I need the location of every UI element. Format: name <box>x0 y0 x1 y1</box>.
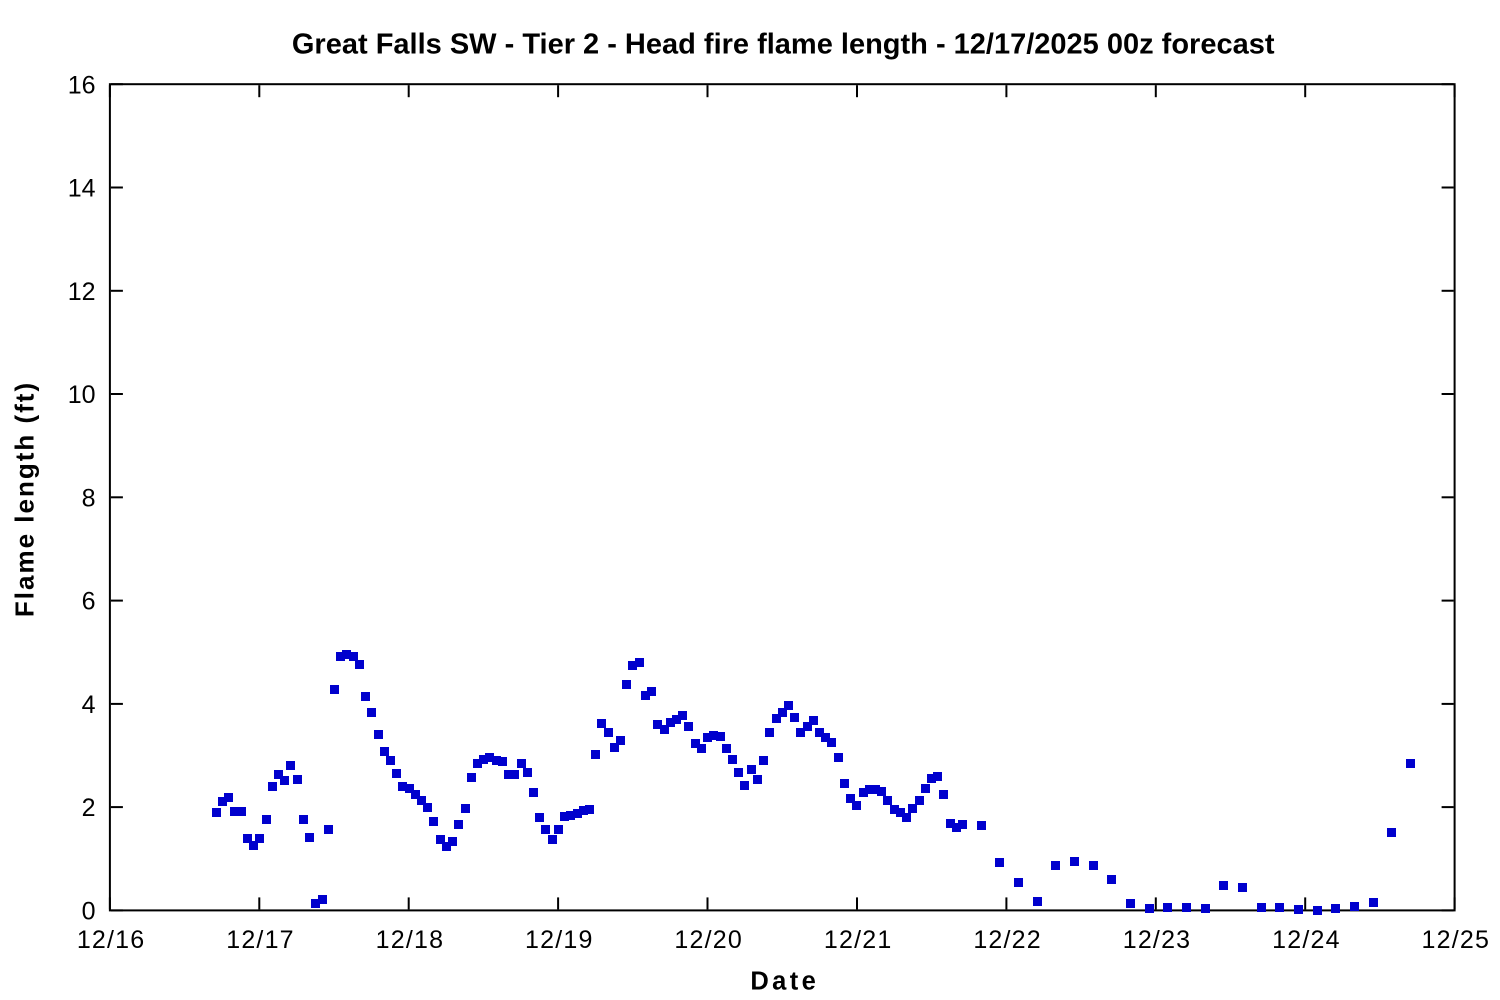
svg-text:12/23: 12/23 <box>1123 926 1192 954</box>
svg-text:Flame length (ft): Flame length (ft) <box>10 381 40 617</box>
svg-text:12/17: 12/17 <box>226 926 295 954</box>
svg-text:12/20: 12/20 <box>674 926 743 954</box>
svg-text:12/25: 12/25 <box>1422 926 1491 954</box>
svg-text:12/16: 12/16 <box>77 926 146 954</box>
svg-text:Date: Date <box>750 967 819 995</box>
svg-text:12/24: 12/24 <box>1272 926 1341 954</box>
svg-text:8: 8 <box>82 484 96 512</box>
svg-text:0: 0 <box>82 898 96 926</box>
svg-text:6: 6 <box>82 588 96 616</box>
svg-text:14: 14 <box>68 175 96 203</box>
svg-text:12/22: 12/22 <box>973 926 1042 954</box>
svg-text:10: 10 <box>68 381 96 409</box>
svg-text:12/21: 12/21 <box>824 926 893 954</box>
svg-text:12/18: 12/18 <box>376 926 445 954</box>
svg-text:Great Falls SW - Tier 2 - Head: Great Falls SW - Tier 2 - Head fire flam… <box>292 29 1275 61</box>
svg-text:4: 4 <box>82 691 96 719</box>
svg-text:2: 2 <box>82 794 96 822</box>
svg-text:12: 12 <box>68 278 96 306</box>
svg-text:12/19: 12/19 <box>525 926 594 954</box>
svg-text:16: 16 <box>68 71 96 99</box>
